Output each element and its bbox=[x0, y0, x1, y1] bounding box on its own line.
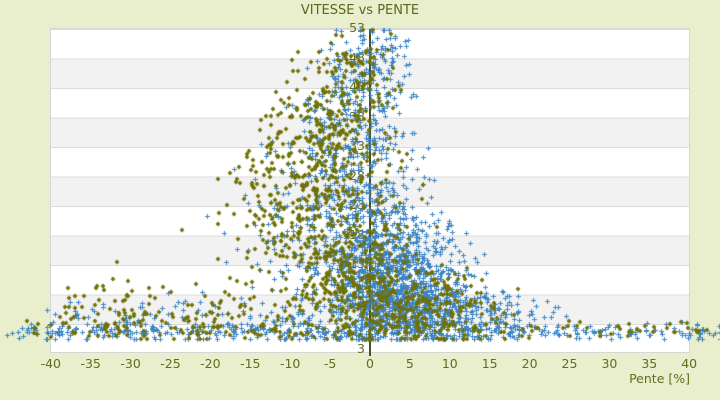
x-tick-label: -25 bbox=[160, 356, 181, 371]
x-tick-label: 5 bbox=[405, 356, 414, 371]
y-tick-label: 8 bbox=[357, 285, 365, 301]
x-tick-label: -20 bbox=[200, 356, 221, 371]
x-tick-label: 40 bbox=[681, 356, 698, 371]
x-tick-label: 25 bbox=[561, 356, 578, 371]
y-tick-label: 13 bbox=[349, 256, 365, 271]
y-axis-zero-line bbox=[369, 29, 371, 356]
plot-area bbox=[50, 28, 690, 356]
x-tick-label: -15 bbox=[240, 356, 261, 371]
x-tick-label: 20 bbox=[521, 356, 538, 371]
x-axis-title: Pente [%] bbox=[629, 371, 690, 386]
y-tick-label: 43 bbox=[349, 79, 365, 94]
x-tick-label: 30 bbox=[601, 356, 618, 371]
y-tick-label: 23 bbox=[349, 197, 365, 212]
y-tick-label: 28 bbox=[349, 167, 365, 183]
x-tick-label: -10 bbox=[279, 356, 301, 371]
x-tick-label: 35 bbox=[641, 356, 658, 371]
x-tick-label: 15 bbox=[481, 356, 498, 371]
x-tick-label: -40 bbox=[40, 356, 61, 371]
y-tick-label: 33 bbox=[349, 138, 365, 153]
y-tick-label: 48 bbox=[349, 49, 365, 65]
y-tick-label: 3 bbox=[357, 341, 365, 356]
y-tick-label: 53 bbox=[349, 20, 365, 35]
x-tick-label: -35 bbox=[80, 356, 101, 371]
x-tick-label: 0 bbox=[366, 356, 374, 371]
y-tick-label: 18 bbox=[349, 226, 365, 242]
x-tick-label: 10 bbox=[441, 356, 458, 371]
chart-title: VITESSE vs PENTE bbox=[300, 3, 420, 18]
x-tick-label: -30 bbox=[120, 356, 141, 371]
x-tick-label: -5 bbox=[323, 356, 337, 371]
y-tick-label: 38 bbox=[349, 108, 365, 124]
